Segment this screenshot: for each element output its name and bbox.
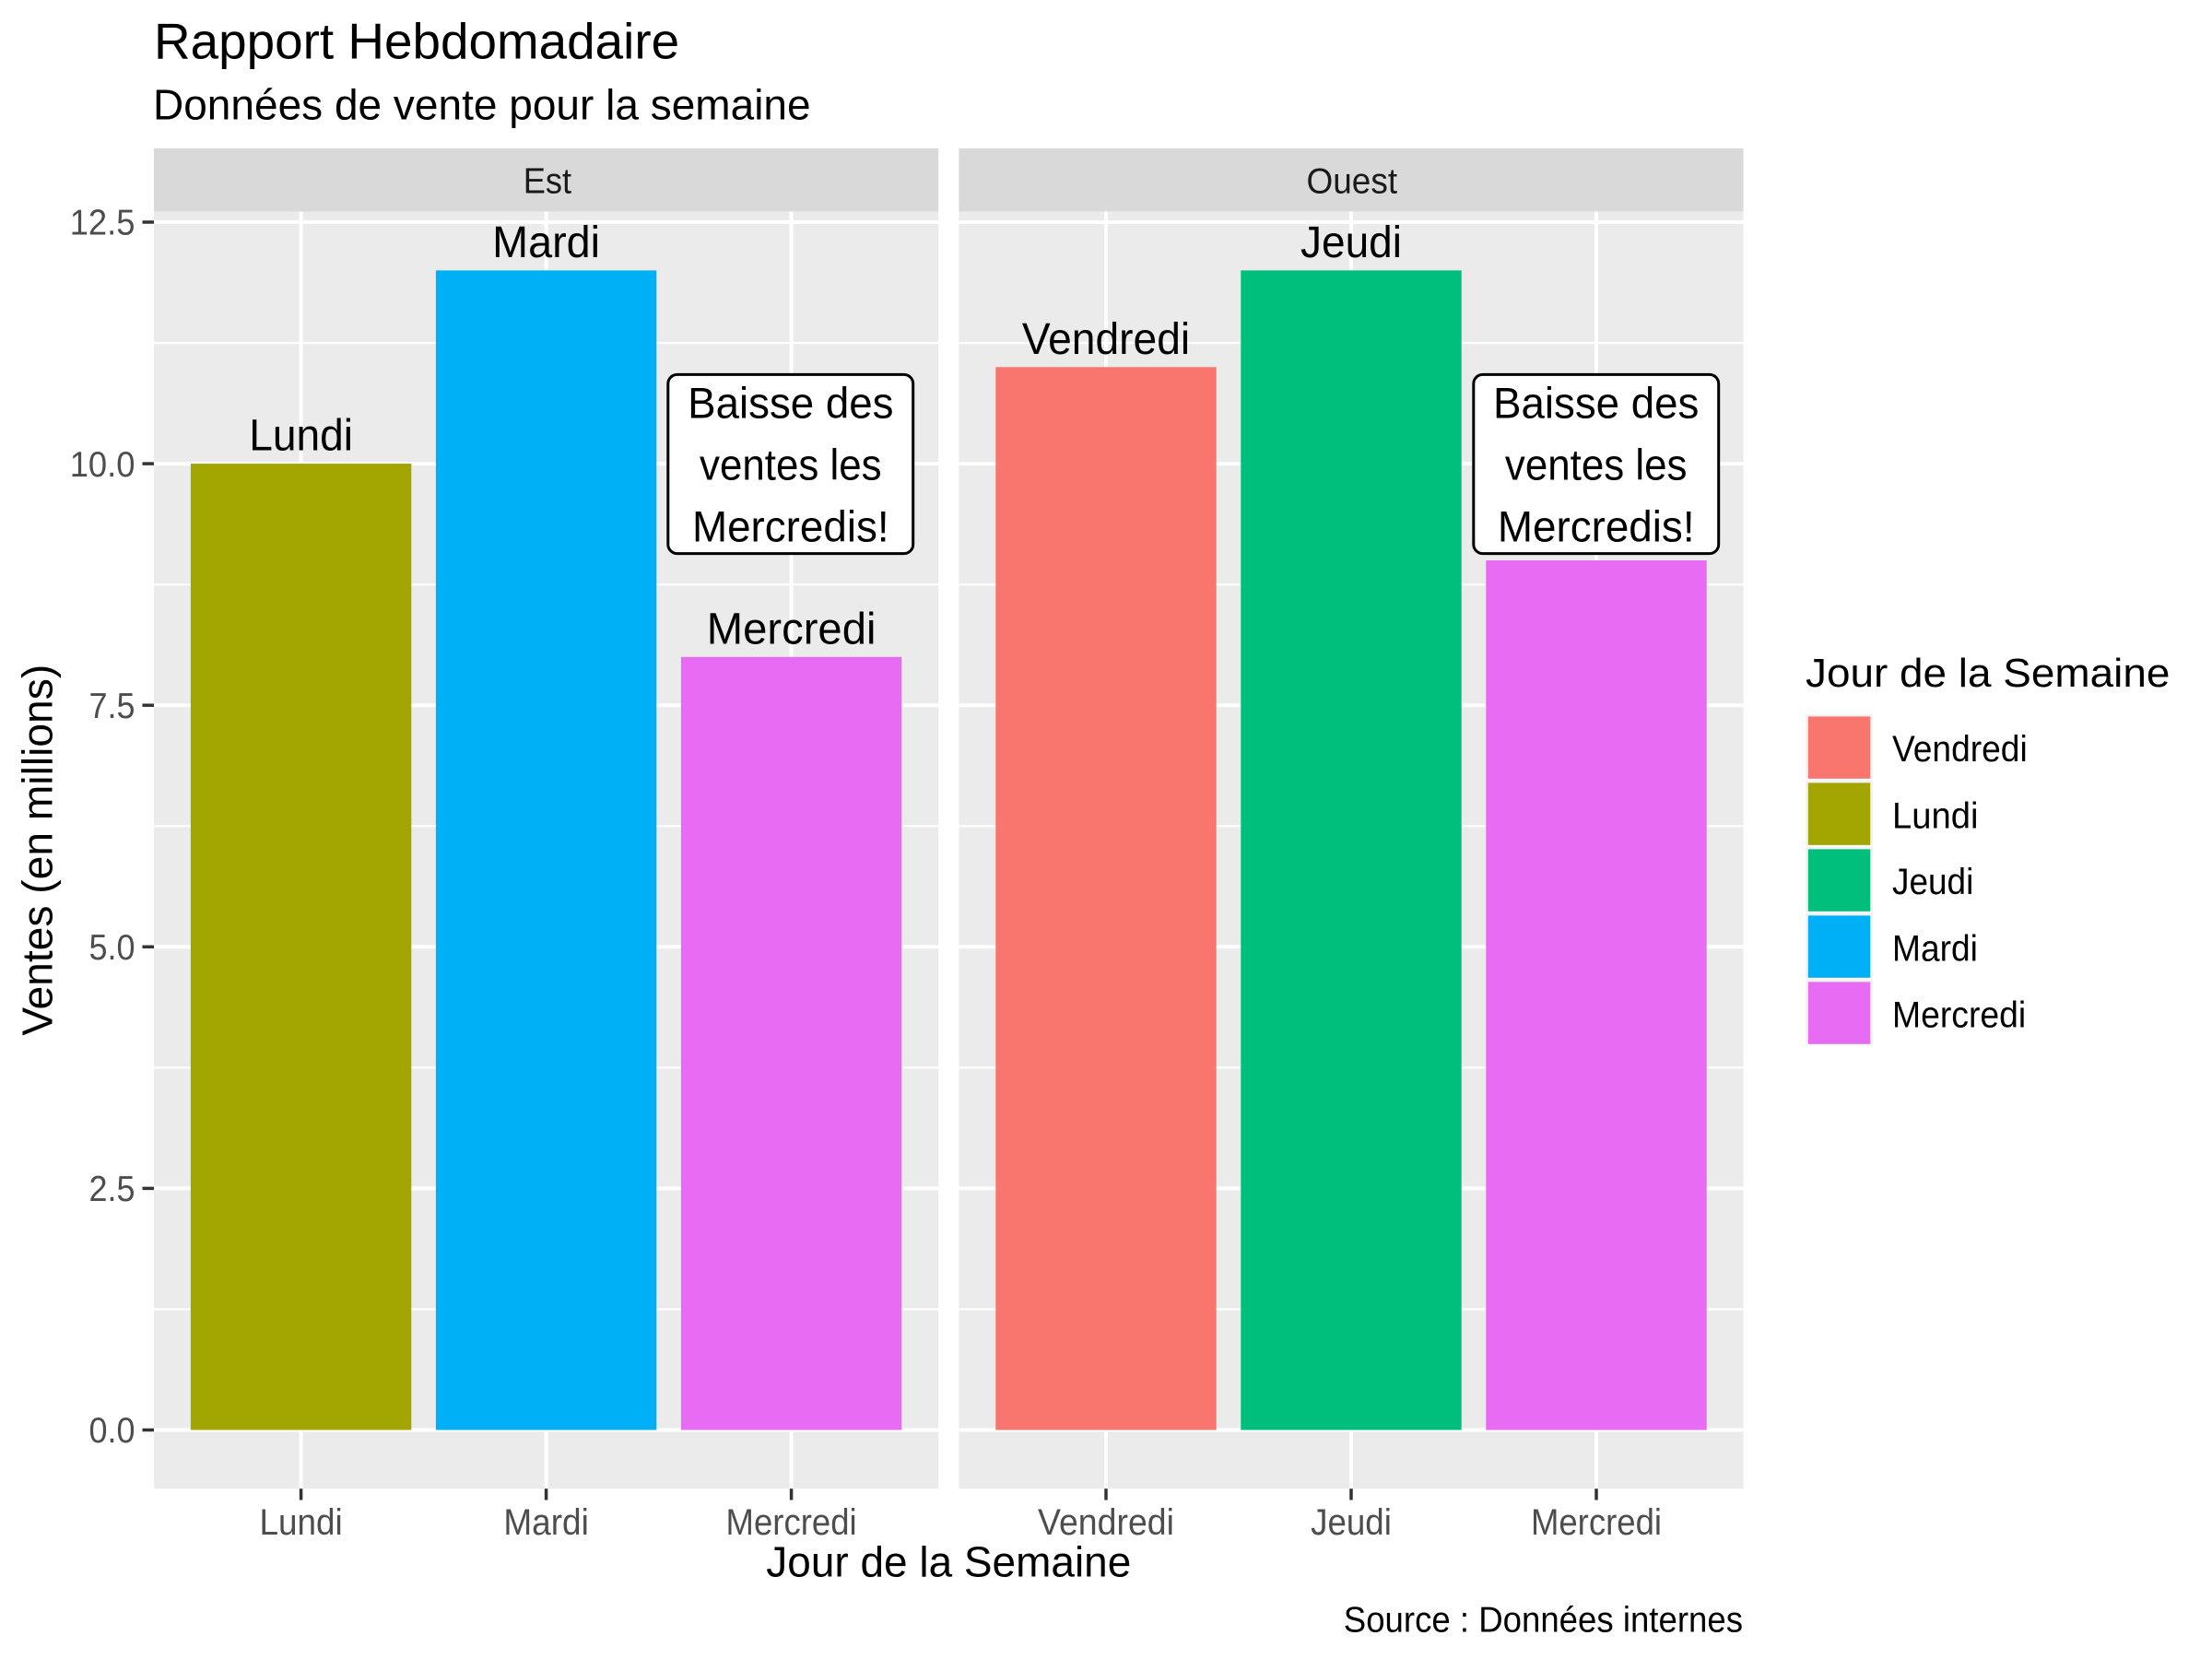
svg-text:ventes les: ventes les: [1505, 441, 1688, 489]
svg-text:Mardi: Mardi: [492, 218, 600, 267]
svg-text:Vendredi: Vendredi: [1022, 315, 1190, 364]
svg-text:Ventes (en millions): Ventes (en millions): [14, 665, 62, 1036]
svg-text:Mercredi: Mercredi: [1892, 994, 2026, 1035]
svg-text:12.5: 12.5: [70, 204, 135, 243]
svg-text:Mardi: Mardi: [503, 1502, 589, 1543]
svg-text:Vendredi: Vendredi: [1892, 729, 2028, 770]
svg-text:5.0: 5.0: [89, 928, 135, 968]
svg-text:Mardi: Mardi: [1892, 928, 1978, 969]
svg-text:Lundi: Lundi: [249, 412, 353, 461]
svg-text:Est: Est: [524, 162, 572, 202]
svg-text:7.5: 7.5: [89, 687, 135, 726]
svg-text:Baisse des: Baisse des: [688, 379, 893, 428]
svg-text:Jeudi: Jeudi: [1892, 862, 1973, 902]
svg-text:Données de vente pour la semai: Données de vente pour la semaine: [153, 81, 811, 129]
svg-text:Baisse des: Baisse des: [1493, 379, 1699, 428]
svg-text:Jour de la Semaine: Jour de la Semaine: [766, 1537, 1131, 1585]
svg-text:Rapport Hebdomadaire: Rapport Hebdomadaire: [154, 13, 679, 70]
svg-text:Mercredis!: Mercredis!: [692, 502, 889, 551]
svg-text:Jeudi: Jeudi: [1300, 218, 1402, 267]
svg-text:2.5: 2.5: [89, 1170, 135, 1209]
svg-text:Source : Données internes: Source : Données internes: [1344, 1601, 1743, 1641]
svg-text:Lundi: Lundi: [259, 1502, 342, 1543]
svg-text:ventes les: ventes les: [700, 441, 882, 489]
svg-text:10.0: 10.0: [70, 445, 135, 485]
svg-text:Ouest: Ouest: [1307, 162, 1398, 202]
svg-text:Mercredi: Mercredi: [707, 605, 877, 653]
svg-text:Mercredi: Mercredi: [726, 1502, 857, 1543]
svg-text:Mercredis!: Mercredis!: [1498, 502, 1695, 551]
svg-text:Jour de la Semaine: Jour de la Semaine: [1806, 651, 2170, 696]
svg-text:Vendredi: Vendredi: [1038, 1502, 1174, 1543]
svg-text:Jeudi: Jeudi: [1311, 1502, 1392, 1543]
svg-text:Lundi: Lundi: [1892, 795, 1979, 836]
svg-text:Mercredi: Mercredi: [1531, 1502, 1662, 1543]
svg-text:0.0: 0.0: [89, 1411, 135, 1451]
